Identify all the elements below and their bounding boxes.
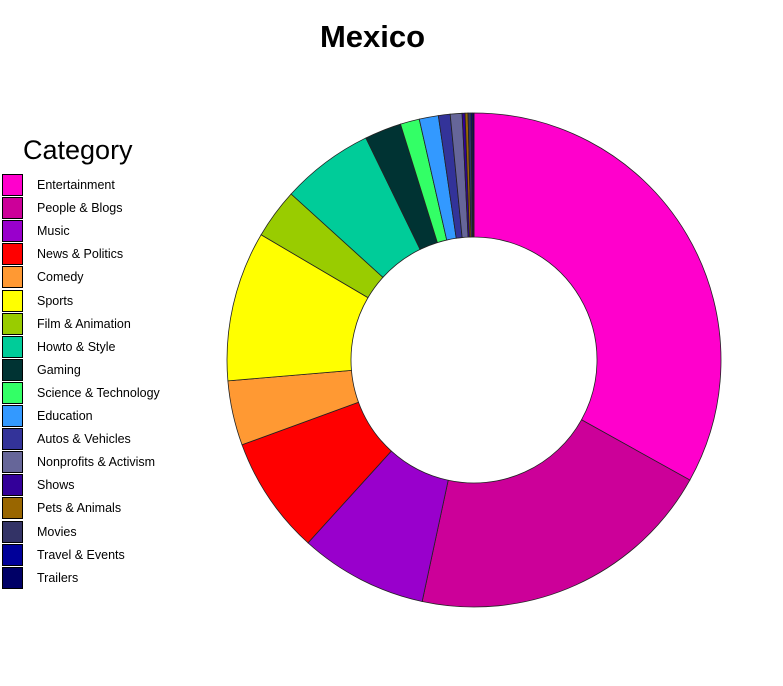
legend-swatch bbox=[2, 428, 23, 451]
legend-swatch bbox=[2, 381, 23, 404]
legend-swatch bbox=[2, 220, 23, 243]
legend-label: Sports bbox=[37, 293, 74, 308]
legend-label: Film & Animation bbox=[37, 316, 131, 331]
legend-swatch bbox=[2, 312, 23, 335]
legend-label: News & Politics bbox=[37, 247, 124, 262]
donut-slices bbox=[226, 112, 722, 608]
donut-slice bbox=[421, 419, 691, 608]
legend-label: Pets & Animals bbox=[37, 501, 122, 516]
legend-swatch bbox=[2, 197, 23, 220]
legend-label: Shows bbox=[37, 478, 75, 493]
chart-title: Mexico bbox=[319, 19, 426, 54]
donut-slice bbox=[472, 112, 475, 238]
legend-label: Education bbox=[37, 409, 93, 423]
legend-label: Comedy bbox=[37, 270, 84, 285]
legend-label: Entertainment bbox=[37, 178, 115, 192]
legend-swatch bbox=[2, 405, 23, 427]
legend-swatch bbox=[2, 266, 23, 289]
legend-label: People & Blogs bbox=[37, 201, 123, 216]
legend-label: Music bbox=[37, 224, 70, 239]
legend-swatch bbox=[2, 543, 23, 566]
legend-label: Trailers bbox=[37, 570, 79, 585]
legend-swatch bbox=[2, 451, 23, 474]
legend-swatch bbox=[2, 566, 23, 589]
donut-slice bbox=[473, 112, 722, 481]
legend-swatch bbox=[2, 335, 23, 358]
legend-swatch bbox=[2, 174, 23, 196]
legend-swatch bbox=[2, 520, 23, 543]
legend-swatch bbox=[2, 358, 23, 381]
legend-swatch bbox=[2, 474, 23, 497]
legend-label: Science & Technology bbox=[37, 385, 160, 400]
legend-title: Category bbox=[23, 135, 133, 165]
legend-label: Nonprofits & Activism bbox=[37, 455, 156, 470]
legend-swatch bbox=[2, 497, 23, 520]
legend-label: Gaming bbox=[37, 362, 81, 377]
legend-label: Howto & Style bbox=[37, 339, 116, 354]
legend-label: Autos & Vehicles bbox=[37, 432, 131, 447]
legend-label: Travel & Events bbox=[37, 547, 125, 562]
legend-swatch bbox=[2, 243, 23, 266]
legend-label: Movies bbox=[37, 524, 77, 539]
legend-swatch bbox=[2, 289, 23, 312]
